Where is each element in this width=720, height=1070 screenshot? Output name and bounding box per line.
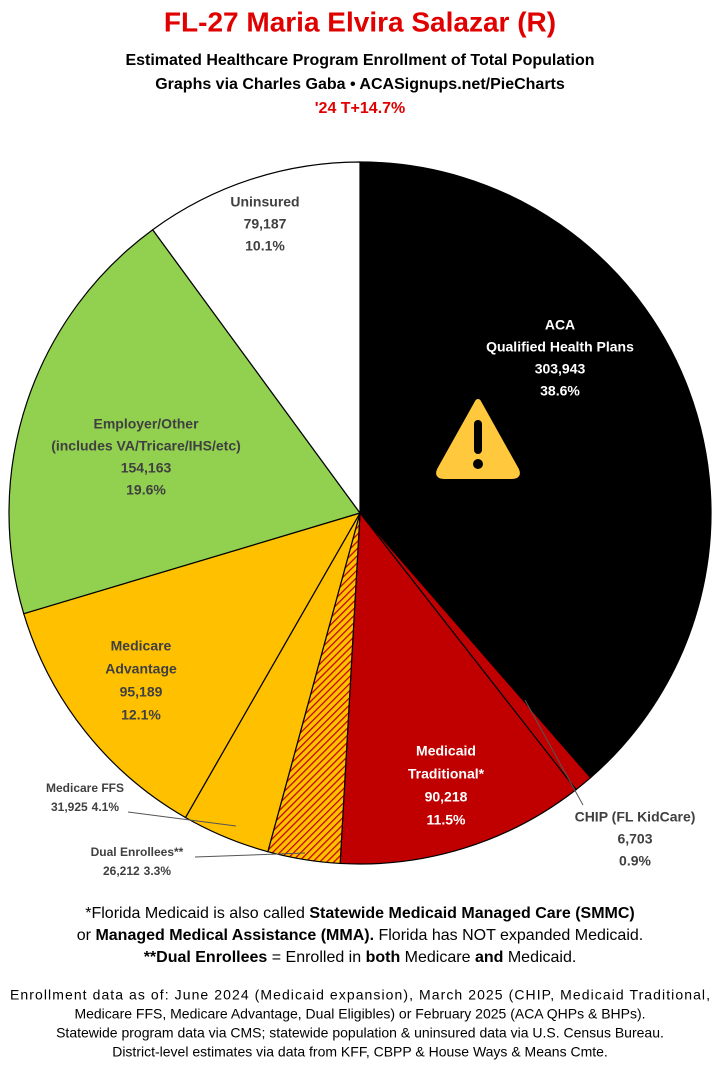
note-segment: Statewide Medicaid Managed Care (SMMC) [309,905,634,922]
note-segment: Managed Medical Assistance (MMA). [95,927,374,944]
percent-label: 10.1% [245,238,285,254]
value-label: 26,212 [103,864,140,878]
note-segment: Medicaid. [503,949,576,966]
footer-line: District-level estimates via data from K… [112,1044,608,1060]
note-line: **Dual Enrollees = Enrolled in both Medi… [144,949,577,966]
percent-label: 38.6% [540,383,580,399]
note-segment: and [475,949,503,966]
slice-label: Medicaid [416,743,476,759]
notes: *Florida Medicaid is also called Statewi… [10,905,710,1059]
leader-line [194,852,306,858]
leader-line [127,811,237,827]
annotation: '24 T+14.7% [315,100,406,117]
note-segment: or [77,927,96,944]
note-segment: Medicare [400,949,475,966]
slice-value: 31,925 4.1% [51,800,119,814]
slice-label: CHIP (FL KidCare) [575,809,696,825]
value-label: 95,189 [120,684,163,700]
note-segment: = Enrolled in [267,949,365,966]
note-line: *Florida Medicaid is also called Statewi… [85,905,635,922]
footer-line: Statewide program data via CMS; statewid… [56,1025,664,1041]
warning-icon [436,399,520,479]
value-label: 303,943 [535,361,586,377]
slice-label: Dual Enrollees** [91,845,184,859]
footer-line: Enrollment data as of: June 2024 (Medica… [10,987,710,1003]
slice-label: Traditional* [408,766,485,782]
leader-line [524,699,584,806]
value-label: 79,187 [244,216,287,232]
percent-label: 19.6% [126,482,166,498]
slice-label: ACA [545,317,575,333]
slice-label: Employer/Other [93,416,199,432]
pie-slice [8,228,361,615]
note-segment: Florida has NOT expanded Medicaid. [374,927,643,944]
pie [8,161,712,865]
value-label: 154,163 [121,460,172,476]
slice-label: Uninsured [230,194,299,210]
percent-label: 11.5% [427,812,466,828]
note-segment: **Dual Enrollees [144,949,268,966]
slice-label: Qualified Health Plans [486,339,634,355]
slice-label: Medicare FFS [46,781,124,795]
value-label: 6,703 [617,831,652,847]
percent-label: 3.3% [144,864,172,878]
value-label: 31,925 [51,800,88,814]
pie-slice [151,161,361,515]
slice-label: Medicare [111,638,172,654]
value-label: 90,218 [425,789,468,805]
subtitle: Graphs via Charles Gaba • ACASignups.net… [155,76,565,93]
percent-label: 12.1% [121,707,161,723]
pie-slice [339,511,577,865]
chart-title: FL-27 Maria Elvira Salazar (R) [164,6,556,37]
labels: ACA Qualified Health Plans 303,943 38.6% CHI… [46,194,695,878]
percent-label: 0.9% [619,853,651,869]
note-line: or Managed Medical Assistance (MMA). Flo… [77,927,643,944]
slice-value: 26,212 3.3% [103,864,171,878]
note-segment: *Florida Medicaid is also called [85,905,309,922]
footer-line: Medicare FFS, Medicare Advantage, Dual E… [74,1006,645,1022]
percent-label: 4.1% [92,800,120,814]
pie-slice [359,161,712,779]
slice-label: Advantage [105,661,177,677]
subtitle: Estimated Healthcare Program Enrollment … [125,52,594,69]
note-segment: both [366,949,401,966]
slice-label: (includes VA/Tricare/IHS/etc) [51,438,241,454]
